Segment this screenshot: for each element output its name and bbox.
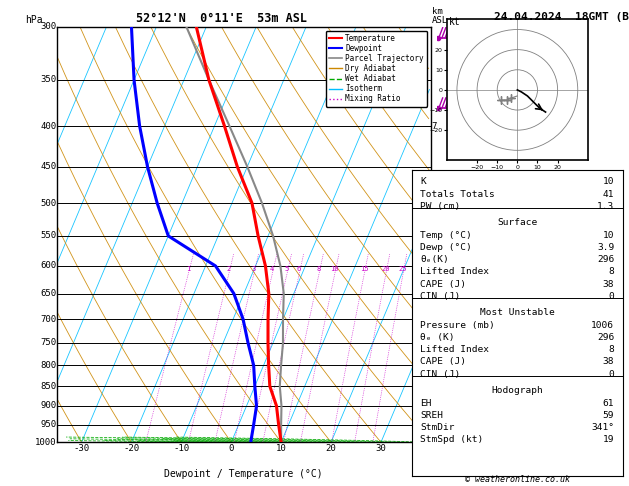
Text: 350: 350 [40, 75, 56, 85]
Text: 450: 450 [40, 162, 56, 171]
Text: 1006: 1006 [591, 321, 615, 330]
Text: 10: 10 [603, 177, 615, 187]
Text: 24.04.2024  18GMT (Base: 12): 24.04.2024 18GMT (Base: 12) [494, 12, 629, 22]
Text: 600: 600 [40, 261, 56, 270]
Text: 40: 40 [425, 444, 437, 453]
Text: 950: 950 [40, 420, 56, 429]
Text: 900: 900 [40, 401, 56, 410]
Text: Lifted Index: Lifted Index [420, 345, 489, 354]
Text: 41: 41 [603, 190, 615, 199]
Text: CAPE (J): CAPE (J) [420, 280, 467, 289]
Text: 0: 0 [228, 444, 234, 453]
Text: StmDir: StmDir [420, 423, 455, 432]
Legend: Temperature, Dewpoint, Parcel Trajectory, Dry Adiabat, Wet Adiabat, Isotherm, Mi: Temperature, Dewpoint, Parcel Trajectory… [325, 31, 427, 106]
Text: 10: 10 [330, 265, 339, 272]
Text: 38: 38 [603, 280, 615, 289]
Text: 61: 61 [603, 399, 615, 407]
Text: 650: 650 [40, 289, 56, 298]
Text: EH: EH [420, 399, 432, 407]
Text: 4: 4 [270, 265, 274, 272]
Text: StmSpd (kt): StmSpd (kt) [420, 435, 484, 444]
Text: kt: kt [449, 17, 460, 28]
Text: km
ASL: km ASL [432, 7, 448, 25]
Text: 20: 20 [382, 265, 390, 272]
Text: 8: 8 [317, 265, 321, 272]
Text: 8: 8 [608, 267, 615, 277]
Text: 10: 10 [276, 444, 287, 453]
Text: 38: 38 [603, 358, 615, 366]
Text: 5: 5 [285, 265, 289, 272]
Text: θₑ (K): θₑ (K) [420, 333, 455, 342]
Text: -20: -20 [123, 444, 140, 453]
Text: 6: 6 [431, 177, 437, 186]
Text: 8: 8 [608, 345, 615, 354]
Text: 19: 19 [603, 435, 615, 444]
Text: 3: 3 [252, 265, 256, 272]
Text: 6: 6 [297, 265, 301, 272]
Text: Totals Totals: Totals Totals [420, 190, 495, 199]
Text: 400: 400 [40, 122, 56, 131]
Text: 850: 850 [40, 382, 56, 391]
Text: 30: 30 [376, 444, 386, 453]
Text: 1.3: 1.3 [597, 202, 615, 211]
Text: 750: 750 [40, 338, 56, 347]
Text: 3: 3 [431, 314, 437, 324]
Text: CIN (J): CIN (J) [420, 370, 460, 379]
Text: 341°: 341° [591, 423, 615, 432]
Text: SREH: SREH [420, 411, 443, 420]
Text: Dewpoint / Temperature (°C): Dewpoint / Temperature (°C) [164, 469, 323, 479]
Text: 15: 15 [360, 265, 369, 272]
Text: 2: 2 [431, 350, 437, 359]
Text: CAPE (J): CAPE (J) [420, 358, 467, 366]
Text: CIN (J): CIN (J) [420, 292, 460, 301]
Text: 296: 296 [597, 255, 615, 264]
Text: K: K [420, 177, 426, 187]
Text: 2: 2 [226, 265, 231, 272]
Text: 25: 25 [399, 265, 407, 272]
Text: LCL: LCL [431, 413, 447, 422]
Text: 800: 800 [40, 361, 56, 370]
Text: 296: 296 [597, 333, 615, 342]
Text: Surface: Surface [498, 219, 537, 227]
Text: 0: 0 [608, 292, 615, 301]
Text: Dewp (°C): Dewp (°C) [420, 243, 472, 252]
Text: 1: 1 [431, 382, 437, 391]
Text: 0: 0 [608, 370, 615, 379]
Text: 10: 10 [603, 231, 615, 240]
Text: 5: 5 [431, 225, 437, 234]
Text: Temp (°C): Temp (°C) [420, 231, 472, 240]
Text: θₑ(K): θₑ(K) [420, 255, 449, 264]
Text: 700: 700 [40, 314, 56, 324]
Text: -30: -30 [74, 444, 89, 453]
Text: 20: 20 [326, 444, 337, 453]
Text: 3.9: 3.9 [597, 243, 615, 252]
Text: 52°12'N  0°11'E  53m ASL: 52°12'N 0°11'E 53m ASL [136, 12, 307, 25]
Text: Mixing Ratio (g/kg): Mixing Ratio (g/kg) [460, 204, 469, 306]
Text: Pressure (mb): Pressure (mb) [420, 321, 495, 330]
Text: 1: 1 [186, 265, 190, 272]
Text: Lifted Index: Lifted Index [420, 267, 489, 277]
Text: 500: 500 [40, 199, 56, 208]
Text: 1000: 1000 [35, 438, 56, 447]
Text: Hodograph: Hodograph [491, 386, 543, 395]
Text: -10: -10 [174, 444, 189, 453]
Text: PW (cm): PW (cm) [420, 202, 460, 211]
Text: 550: 550 [40, 231, 56, 241]
Text: 4: 4 [431, 267, 437, 276]
Text: Most Unstable: Most Unstable [480, 309, 555, 317]
Text: 59: 59 [603, 411, 615, 420]
Text: © weatheronline.co.uk: © weatheronline.co.uk [465, 474, 570, 484]
Text: 300: 300 [40, 22, 56, 31]
Text: hPa: hPa [25, 15, 42, 25]
Text: 7: 7 [431, 122, 437, 131]
